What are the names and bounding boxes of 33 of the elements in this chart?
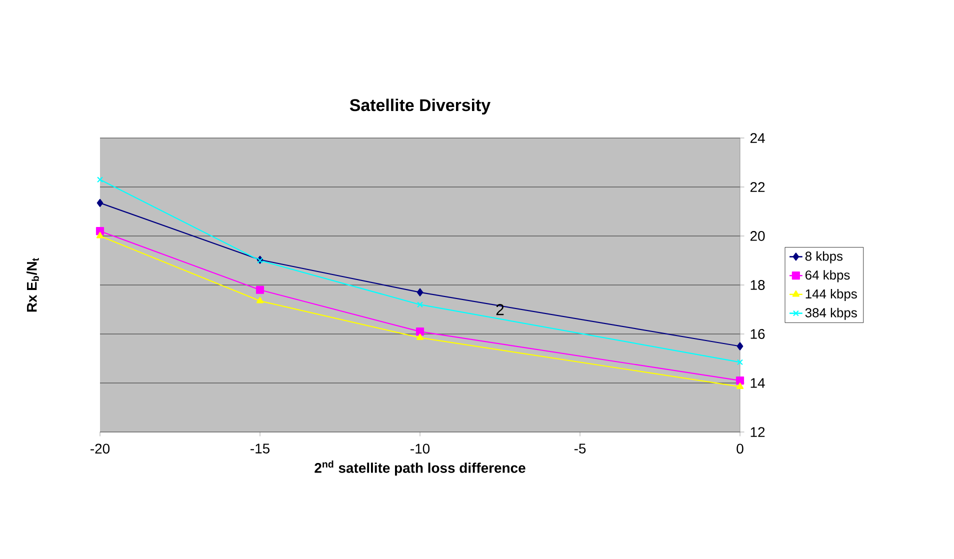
y-tick-label: 22 bbox=[750, 182, 765, 192]
y-tick-label: 18 bbox=[750, 280, 765, 290]
y-tick-label: 16 bbox=[750, 329, 765, 339]
point bbox=[416, 288, 424, 296]
y-tick-label: 24 bbox=[750, 133, 765, 143]
legend-label: 64 kbps bbox=[805, 270, 850, 282]
point bbox=[736, 359, 744, 366]
chart-title: Satellite Diversity bbox=[350, 98, 490, 114]
point bbox=[736, 376, 744, 385]
x-tick-label: -5 bbox=[574, 444, 586, 454]
x-tick-label: -10 bbox=[410, 444, 430, 454]
y-tick-label: 20 bbox=[750, 231, 765, 241]
point bbox=[96, 176, 104, 183]
y-tick-label: 14 bbox=[750, 378, 765, 388]
legend-label: 8 kbps bbox=[805, 251, 843, 264]
point bbox=[416, 328, 424, 336]
point bbox=[416, 302, 424, 308]
legend-label: 144 kbps bbox=[806, 288, 857, 302]
y-tick-label: 12 bbox=[750, 427, 765, 437]
x-tick-label: -20 bbox=[90, 444, 110, 454]
point bbox=[736, 342, 744, 350]
x-axis-title: 2$^{nd}$ satellite path loss difference bbox=[314, 460, 526, 476]
x-tick-label: -15 bbox=[250, 444, 270, 454]
point bbox=[96, 232, 104, 238]
point bbox=[256, 296, 264, 304]
annotation: 2 bbox=[496, 304, 504, 316]
point bbox=[416, 334, 424, 340]
point bbox=[256, 286, 264, 294]
y-axis-title: Rx E$_{b}$/N$_{t}$ bbox=[26, 258, 39, 312]
x-tick-label: 0 bbox=[736, 444, 744, 454]
legend-label: 384 kbps bbox=[805, 308, 857, 320]
point bbox=[96, 198, 104, 207]
point bbox=[736, 382, 744, 389]
